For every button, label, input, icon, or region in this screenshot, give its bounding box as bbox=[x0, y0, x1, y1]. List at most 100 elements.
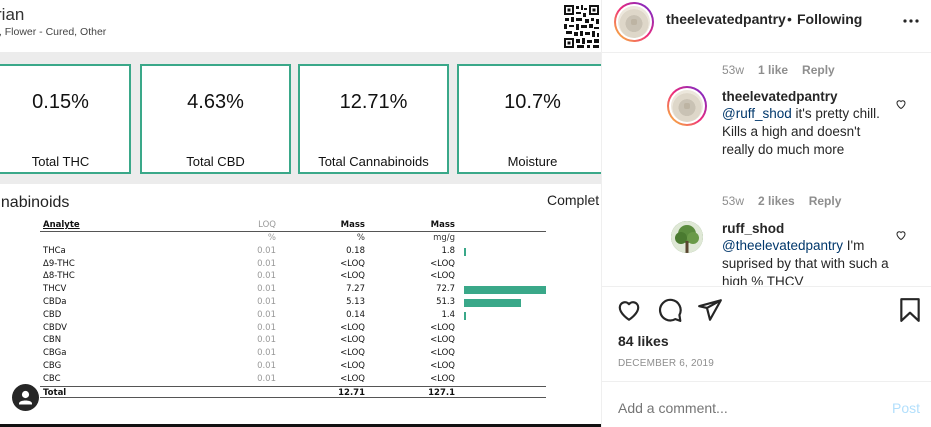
comment-likes-button[interactable]: 2 likes bbox=[758, 194, 795, 208]
total-mass-pct: 12.71 bbox=[338, 387, 365, 398]
loq-cell: 0.01 bbox=[257, 245, 276, 256]
avatar-image bbox=[671, 90, 703, 122]
header-divider bbox=[602, 52, 931, 53]
analyte-cell: CBGa bbox=[43, 348, 67, 359]
table-total-row: Total 12.71 127.1 bbox=[40, 385, 546, 399]
comment-username[interactable]: theelevatedpantry bbox=[722, 89, 838, 104]
comments-list[interactable]: 53w 1 like Reply theelevatedpantry @ruff_s… bbox=[602, 52, 931, 285]
comment-body: I'm suprised by that with such a high % … bbox=[722, 238, 889, 285]
comment-meta-top: 53w 1 like Reply bbox=[722, 63, 849, 77]
mass-mg-cell: <LOQ bbox=[430, 258, 455, 269]
mass-mg-cell: 51.3 bbox=[436, 296, 455, 307]
table-row: Δ9-THC 0.01 <LOQ <LOQ bbox=[40, 258, 546, 271]
table-body: THCa 0.01 0.18 1.8 Δ9-THC 0.01 <LOQ <LOQ Δ8-THC 0… bbox=[40, 245, 546, 386]
like-comment-heart-icon[interactable] bbox=[895, 229, 907, 241]
comment-text: @ruff_shod it's pretty chill. Kills a hi… bbox=[722, 105, 892, 159]
mass-pct-cell: <LOQ bbox=[340, 335, 365, 346]
stat-box-total-cbd: 4.63% Total CBD bbox=[140, 64, 291, 174]
mass-mg-cell: <LOQ bbox=[430, 322, 455, 333]
stat-label: Total CBD bbox=[186, 154, 245, 169]
loq-cell: 0.01 bbox=[257, 360, 276, 371]
mass-mg-cell: 1.8 bbox=[441, 245, 455, 256]
total-mass-mg: 127.1 bbox=[428, 387, 455, 398]
share-icon[interactable] bbox=[697, 297, 723, 323]
comment-item: theelevatedpantry @ruff_shod it's pretty… bbox=[722, 89, 892, 159]
mass-pct-cell: <LOQ bbox=[340, 360, 365, 371]
stat-box-moisture: 10.7% Moisture bbox=[457, 64, 601, 174]
header-separator: • bbox=[787, 11, 792, 27]
stat-value: 10.7% bbox=[504, 91, 561, 113]
reply-button[interactable]: Reply bbox=[808, 194, 842, 208]
comment-time: 53w bbox=[722, 63, 745, 77]
mass-pct-cell: <LOQ bbox=[340, 348, 365, 359]
comment-mention[interactable]: @theelevatedpantry bbox=[722, 238, 844, 253]
table-row: THCV 0.01 7.27 72.7 bbox=[40, 283, 546, 296]
analyte-cell: CBC bbox=[43, 373, 61, 384]
add-comment-input[interactable] bbox=[618, 400, 868, 416]
loq-cell: 0.01 bbox=[257, 258, 276, 269]
analyte-cell: CBD bbox=[43, 309, 62, 320]
loq-cell: 0.01 bbox=[257, 271, 276, 282]
author-username[interactable]: theelevatedpantry bbox=[666, 11, 786, 27]
analyte-cell: CBDa bbox=[43, 296, 67, 307]
table-header-row: Analyte LOQ Mass Mass bbox=[40, 220, 546, 232]
complete-label: Complet bbox=[547, 192, 600, 208]
stat-label: Total THC bbox=[31, 154, 90, 169]
comment-meta: 53w 2 likes Reply bbox=[722, 194, 855, 208]
mass-pct-cell: 0.18 bbox=[346, 245, 365, 256]
table-row: CBDV 0.01 <LOQ <LOQ bbox=[40, 322, 546, 335]
post-comment-button[interactable]: Post bbox=[892, 400, 921, 416]
strain-title: rian bbox=[0, 5, 25, 24]
more-horizontal-icon bbox=[903, 19, 919, 23]
actions-divider bbox=[602, 286, 931, 287]
tagged-users-button[interactable] bbox=[12, 384, 39, 411]
table-row: CBGa 0.01 <LOQ <LOQ bbox=[40, 347, 546, 360]
likes-count[interactable]: 84 likes bbox=[618, 333, 669, 349]
mass-mg-cell: 1.4 bbox=[441, 309, 455, 320]
comment-username[interactable]: ruff_shod bbox=[722, 221, 785, 236]
reply-button[interactable]: Reply bbox=[802, 63, 835, 77]
table-row: THCa 0.01 0.18 1.8 bbox=[40, 245, 546, 258]
comment-text: @theelevatedpantry I'm suprised by that … bbox=[722, 237, 892, 285]
following-button[interactable]: Following bbox=[797, 11, 863, 27]
stat-value: 12.71% bbox=[339, 91, 408, 113]
loq-cell: 0.01 bbox=[257, 284, 276, 295]
loq-cell: 0.01 bbox=[257, 309, 276, 320]
mass-pct-cell: 5.13 bbox=[346, 296, 365, 307]
like-comment-heart-icon[interactable] bbox=[895, 98, 907, 110]
analyte-cell: THCV bbox=[43, 284, 67, 295]
stat-value: 4.63% bbox=[187, 91, 244, 113]
analyte-cell: CBDV bbox=[43, 322, 67, 333]
analyte-cell: CBG bbox=[43, 360, 62, 371]
column-header-analyte: Analyte bbox=[43, 220, 80, 230]
author-avatar[interactable] bbox=[614, 2, 654, 42]
report-header: rian t, Flower - Cured, Other bbox=[0, 0, 601, 52]
user-icon bbox=[19, 390, 32, 405]
table-row: CBG 0.01 <LOQ <LOQ bbox=[40, 360, 546, 373]
comment-avatar[interactable] bbox=[671, 221, 703, 253]
table-row: CBN 0.01 <LOQ <LOQ bbox=[40, 334, 546, 347]
comment-avatar[interactable] bbox=[667, 86, 707, 126]
comment-mention[interactable]: @ruff_shod bbox=[722, 106, 792, 121]
mass-pct-cell: 7.27 bbox=[346, 284, 365, 295]
avatar-jar bbox=[631, 18, 637, 26]
mass-bar bbox=[464, 286, 546, 295]
more-options-button[interactable] bbox=[902, 10, 920, 28]
column-header-loq: LOQ bbox=[258, 220, 276, 230]
mass-mg-cell: <LOQ bbox=[430, 271, 455, 282]
bookmark-icon[interactable] bbox=[897, 297, 923, 323]
mass-mg-cell: <LOQ bbox=[430, 373, 455, 384]
section-title: nnabinoids bbox=[0, 194, 70, 211]
mass-pct-cell: <LOQ bbox=[340, 373, 365, 384]
mass-pct-cell: <LOQ bbox=[340, 322, 365, 333]
comment-icon[interactable] bbox=[657, 297, 683, 323]
table-row: CBD 0.01 0.14 1.4 bbox=[40, 309, 546, 322]
comment-likes-button[interactable]: 1 like bbox=[758, 63, 789, 77]
post-date: DECEMBER 6, 2019 bbox=[618, 358, 715, 369]
stat-box-total-cannabinoids: 12.71% Total Cannabinoids bbox=[298, 64, 449, 174]
heart-icon[interactable] bbox=[616, 297, 642, 323]
mass-mg-cell: <LOQ bbox=[430, 360, 455, 371]
unit-mass-pct: % bbox=[356, 233, 365, 243]
post-image[interactable]: rian t, Flower - Cured, Other 0.15% Tota… bbox=[0, 0, 601, 427]
qr-code-icon bbox=[563, 4, 600, 49]
